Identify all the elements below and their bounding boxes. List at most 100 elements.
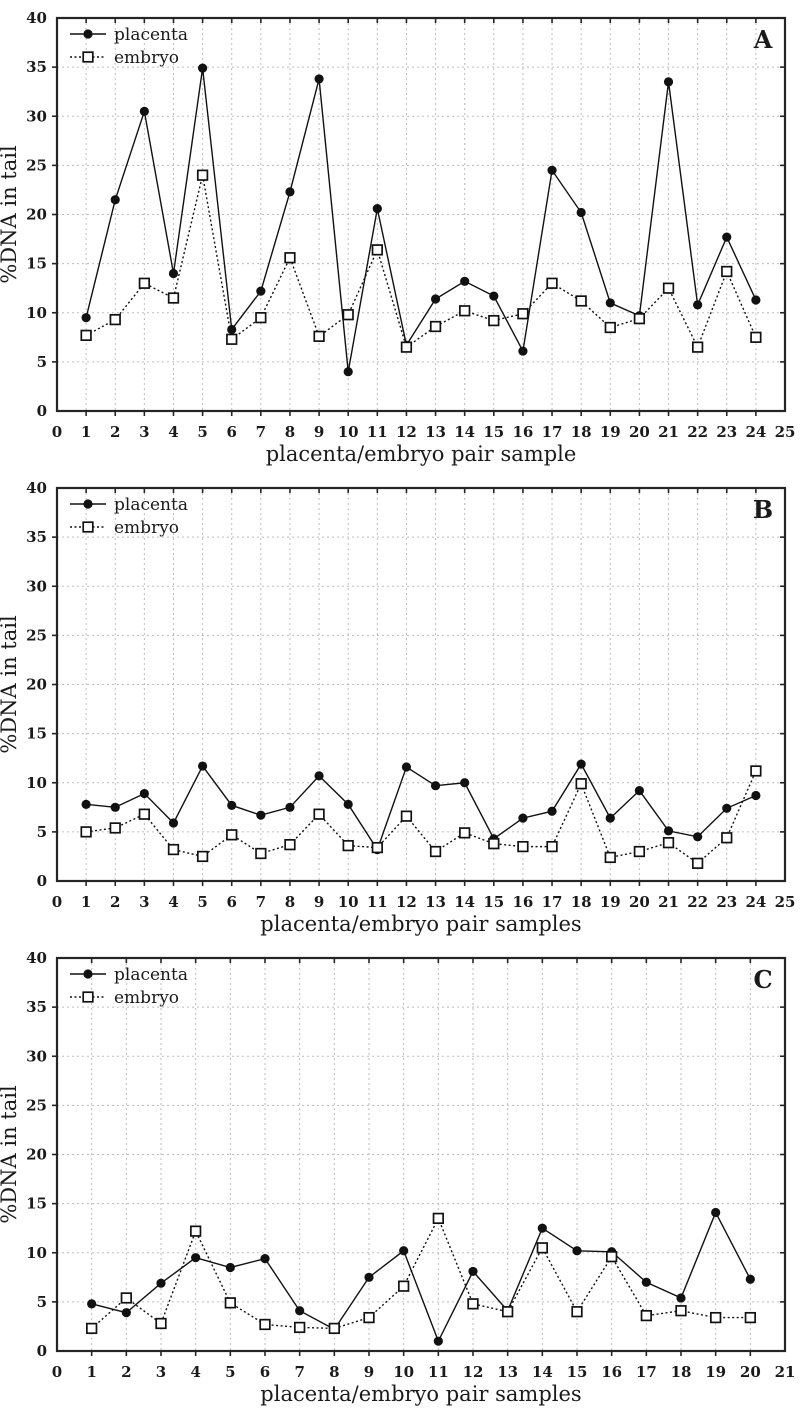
legend-label: embryo: [114, 48, 179, 68]
y-tick-label: 15: [26, 255, 47, 273]
data-point-embryo: [488, 838, 500, 850]
x-tick-label: 3: [139, 423, 149, 441]
legend-label: embryo: [114, 518, 179, 538]
filled-circle-icon: [83, 499, 93, 509]
data-point-placenta: [693, 300, 703, 310]
data-point-embryo: [536, 1242, 548, 1254]
data-point-placenta: [198, 63, 208, 73]
data-point-embryo: [467, 1298, 479, 1310]
data-point-embryo: [710, 1311, 722, 1324]
data-point-placenta: [401, 762, 412, 772]
data-point-embryo: [721, 265, 733, 278]
data-point-embryo: [120, 1292, 132, 1304]
data-point-embryo: [284, 252, 296, 264]
data-point-embryo: [546, 840, 558, 853]
panel-background: [0, 940, 800, 1409]
data-point-embryo: [294, 1321, 306, 1334]
legend-label: placenta: [114, 495, 188, 515]
data-point-placenta: [364, 1272, 374, 1282]
x-tick-label: 11: [367, 893, 388, 911]
data-point-embryo: [459, 305, 471, 317]
series-embryo-markers: [80, 765, 762, 869]
data-point-embryo: [517, 308, 529, 320]
x-tick-label: 25: [775, 893, 796, 911]
legend-item-placenta: placenta: [70, 25, 188, 45]
series-placenta-line: [85, 68, 757, 372]
axis-ticks: [52, 488, 785, 886]
x-tick-label: 14: [454, 423, 475, 441]
data-point-embryo: [606, 1251, 618, 1263]
series-embryo-markers: [86, 1212, 756, 1335]
data-point-placenta: [295, 1306, 305, 1316]
y-tick-label: 30: [26, 1047, 47, 1065]
x-tick-label: 9: [314, 893, 324, 911]
data-point-placenta: [537, 1223, 547, 1233]
y-tick-label: 20: [26, 676, 47, 694]
data-point-embryo: [604, 321, 616, 334]
x-tick-label: 21: [658, 423, 679, 441]
data-point-placenta: [191, 1253, 201, 1263]
series-placenta-markers: [81, 63, 761, 377]
x-tick-label: 13: [497, 1363, 518, 1381]
data-point-embryo: [190, 1225, 202, 1237]
data-point-placenta: [489, 291, 499, 301]
data-point-embryo: [155, 1317, 167, 1330]
x-axis-label: placenta/embryo pair sample: [266, 442, 577, 466]
data-point-embryo: [196, 169, 209, 181]
data-point-placenta: [518, 346, 528, 356]
x-tick-label: 5: [197, 423, 207, 441]
axis-ticks: [52, 958, 785, 1356]
x-tick-label: 23: [716, 893, 737, 911]
gridlines: [57, 958, 785, 1351]
y-tick-label: 30: [26, 107, 47, 125]
y-tick-label: 15: [26, 725, 47, 743]
data-point-placenta: [110, 802, 120, 812]
data-point-placenta: [81, 799, 91, 809]
legend-label: placenta: [114, 25, 188, 45]
data-point-placenta: [81, 313, 91, 323]
series-placenta-markers: [87, 1207, 755, 1346]
panel-letter: B: [753, 495, 773, 524]
legend: placenta embryo: [70, 965, 188, 1008]
x-tick-label: 24: [745, 423, 766, 441]
x-tick-label: 5: [225, 1363, 235, 1381]
y-tick-label: 0: [37, 1342, 47, 1360]
data-point-embryo: [86, 1322, 98, 1335]
x-tick-label: 10: [338, 423, 359, 441]
x-tick-label: 1: [81, 893, 91, 911]
data-point-placenta: [693, 832, 703, 842]
data-point-embryo: [721, 832, 733, 844]
data-point-placenta: [605, 813, 615, 823]
x-tick-label: 10: [393, 1363, 414, 1381]
data-point-placenta: [168, 268, 179, 279]
chart-c: 0 1 2 3 4 5 6 7 8 9 10 11 12 13 14 15 16 17 18 19 20 21051015…: [0, 940, 800, 1409]
series-placenta-line: [91, 1210, 751, 1343]
x-tick-label: 9: [364, 1363, 374, 1381]
data-point-placenta: [256, 810, 266, 820]
data-point-embryo: [575, 778, 587, 790]
x-tick-label: 0: [52, 893, 62, 911]
y-tick-label: 40: [26, 949, 47, 967]
x-tick-label: 18: [571, 423, 592, 441]
data-point-embryo: [342, 309, 354, 321]
legend-item-placenta: placenta: [70, 495, 188, 515]
x-tick-label: 12: [463, 1363, 484, 1381]
x-tick-label: 7: [294, 1363, 304, 1381]
data-point-embryo: [313, 808, 325, 820]
y-tick-label: 35: [26, 998, 47, 1016]
x-tick-label: 1: [81, 423, 91, 441]
x-tick-label: 11: [367, 423, 388, 441]
tick-labels: 0 1 2 3 4 5 6 7 8 9 10 11 12 13 14 15 16 17 18 19 20 21 22 23 24…: [26, 9, 795, 441]
x-tick-label: 21: [775, 1363, 796, 1381]
data-point-placenta: [663, 826, 674, 836]
tick-labels: 0 1 2 3 4 5 6 7 8 9 10 11 12 13 14 15 16 17 18 19 20 21 22 23 24…: [26, 479, 795, 911]
data-point-embryo: [750, 765, 762, 777]
data-point-embryo: [80, 329, 92, 341]
y-tick-label: 10: [26, 774, 47, 792]
y-tick-label: 15: [26, 1195, 47, 1213]
data-point-embryo: [255, 847, 267, 860]
x-tick-label: 22: [687, 423, 708, 441]
panel-letter: C: [753, 965, 772, 994]
x-tick-label: 19: [705, 1363, 726, 1381]
y-tick-label: 5: [37, 1293, 47, 1311]
